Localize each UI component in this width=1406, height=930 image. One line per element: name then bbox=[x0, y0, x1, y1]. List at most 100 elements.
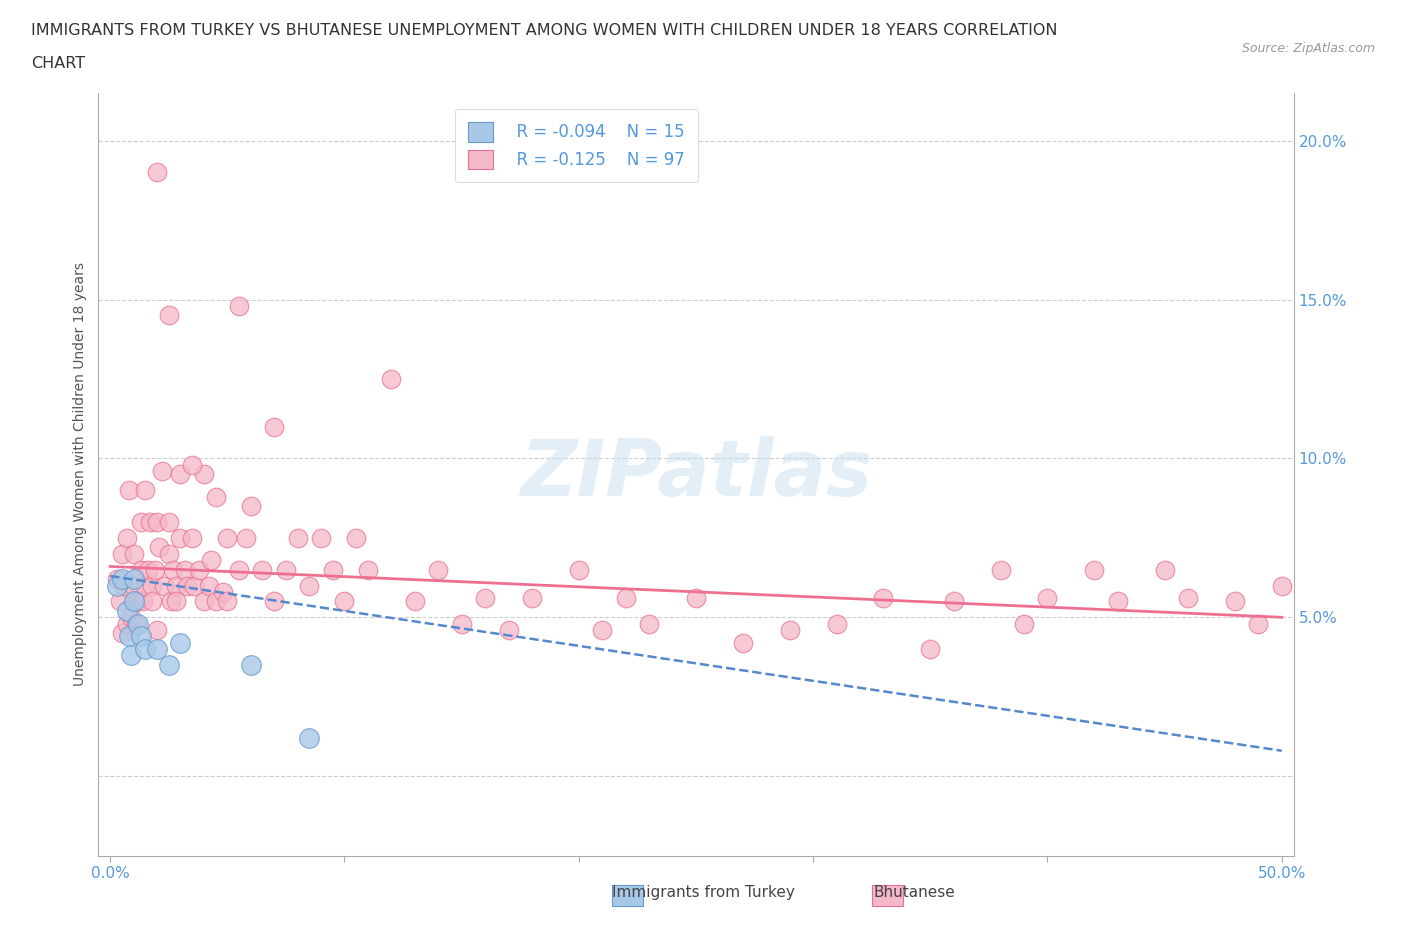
Point bbox=[357, 562, 380, 577]
Point bbox=[105, 578, 128, 593]
Point bbox=[614, 591, 637, 605]
Text: CHART: CHART bbox=[31, 56, 84, 71]
Point bbox=[111, 546, 134, 561]
Point bbox=[1271, 578, 1294, 593]
Point bbox=[157, 514, 180, 529]
Point bbox=[1012, 617, 1035, 631]
Point bbox=[204, 594, 226, 609]
Point bbox=[165, 578, 187, 593]
Point bbox=[169, 635, 191, 650]
Point bbox=[146, 642, 169, 657]
Point bbox=[1083, 562, 1105, 577]
Point bbox=[193, 467, 215, 482]
Point bbox=[146, 165, 169, 179]
Point bbox=[153, 578, 176, 593]
Point bbox=[217, 594, 239, 609]
Point bbox=[591, 622, 613, 637]
Point bbox=[127, 594, 149, 609]
Point bbox=[162, 562, 184, 577]
Point bbox=[160, 594, 183, 609]
Y-axis label: Unemployment Among Women with Children Under 18 years: Unemployment Among Women with Children U… bbox=[73, 262, 87, 686]
Point bbox=[115, 617, 138, 631]
Point bbox=[132, 594, 155, 609]
Point bbox=[176, 578, 198, 593]
Text: ZIPatlas: ZIPatlas bbox=[520, 436, 872, 512]
Point bbox=[263, 594, 285, 609]
Point bbox=[115, 530, 138, 545]
Point bbox=[183, 578, 205, 593]
Point bbox=[118, 629, 141, 644]
Point bbox=[122, 594, 145, 609]
Point bbox=[122, 572, 145, 587]
Point bbox=[287, 530, 309, 545]
Point bbox=[129, 514, 152, 529]
Point bbox=[498, 622, 520, 637]
Point bbox=[157, 308, 180, 323]
Point bbox=[252, 562, 274, 577]
Point bbox=[127, 617, 149, 631]
Point bbox=[333, 594, 356, 609]
Point bbox=[174, 562, 197, 577]
Point bbox=[141, 578, 163, 593]
Point bbox=[1107, 594, 1129, 609]
Point bbox=[990, 562, 1012, 577]
Point bbox=[1223, 594, 1246, 609]
Point bbox=[217, 530, 239, 545]
Point bbox=[115, 604, 138, 618]
Point bbox=[872, 591, 894, 605]
Point bbox=[211, 584, 233, 599]
Point bbox=[228, 562, 250, 577]
Point bbox=[120, 648, 142, 663]
Point bbox=[779, 622, 801, 637]
Point bbox=[920, 642, 942, 657]
Point bbox=[322, 562, 344, 577]
Point bbox=[274, 562, 297, 577]
Point bbox=[134, 642, 156, 657]
Point bbox=[1177, 591, 1199, 605]
Point bbox=[122, 578, 145, 593]
Point bbox=[450, 617, 472, 631]
Legend:   R = -0.094    N = 15,   R = -0.125    N = 97: R = -0.094 N = 15, R = -0.125 N = 97 bbox=[454, 109, 699, 182]
Point bbox=[118, 483, 141, 498]
Point bbox=[125, 617, 148, 631]
Point bbox=[165, 594, 187, 609]
Point bbox=[825, 617, 848, 631]
Point bbox=[122, 546, 145, 561]
Point bbox=[136, 562, 159, 577]
Point bbox=[181, 458, 204, 472]
Point bbox=[298, 578, 321, 593]
Text: Source: ZipAtlas.com: Source: ZipAtlas.com bbox=[1241, 42, 1375, 55]
Point bbox=[474, 591, 496, 605]
Point bbox=[111, 626, 134, 641]
Point bbox=[309, 530, 332, 545]
Point bbox=[638, 617, 661, 631]
Point bbox=[228, 299, 250, 313]
Point bbox=[1153, 562, 1175, 577]
Point bbox=[134, 483, 156, 498]
Point bbox=[105, 572, 128, 587]
Point bbox=[344, 530, 367, 545]
Point bbox=[141, 594, 163, 609]
Point bbox=[146, 514, 169, 529]
Text: Bhutanese: Bhutanese bbox=[873, 885, 955, 900]
Point bbox=[120, 610, 142, 625]
Point bbox=[143, 562, 166, 577]
Point bbox=[150, 464, 173, 479]
Point bbox=[200, 552, 222, 567]
Point bbox=[568, 562, 591, 577]
Point bbox=[112, 578, 135, 593]
Point bbox=[146, 622, 169, 637]
Point bbox=[108, 594, 131, 609]
Point bbox=[235, 530, 257, 545]
Point bbox=[1247, 617, 1270, 631]
Point bbox=[188, 562, 211, 577]
Point bbox=[122, 594, 145, 609]
Point bbox=[157, 546, 180, 561]
Text: Immigrants from Turkey: Immigrants from Turkey bbox=[612, 885, 794, 900]
Point bbox=[685, 591, 707, 605]
Point bbox=[129, 629, 152, 644]
Point bbox=[111, 572, 134, 587]
Point bbox=[148, 540, 170, 555]
Point bbox=[181, 530, 204, 545]
Point bbox=[427, 562, 450, 577]
